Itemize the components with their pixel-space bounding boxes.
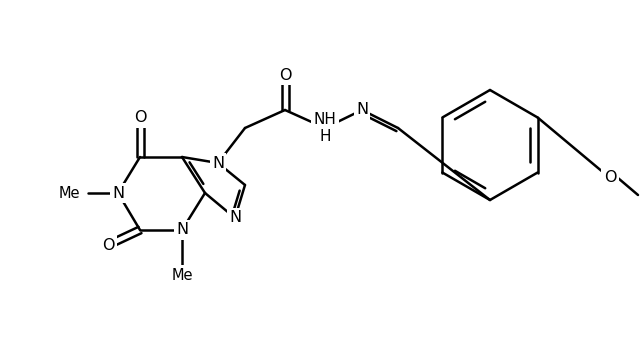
Text: O: O (102, 237, 115, 253)
Text: N: N (229, 210, 241, 226)
Text: N: N (112, 186, 124, 201)
Text: O: O (279, 67, 291, 83)
Text: N: N (356, 103, 368, 118)
Text: O: O (134, 111, 147, 126)
Text: NH
H: NH H (314, 112, 337, 144)
Text: O: O (604, 170, 616, 186)
Text: Me: Me (172, 268, 193, 282)
Text: Me: Me (58, 186, 80, 201)
Text: N: N (212, 155, 224, 170)
Text: N: N (176, 222, 188, 237)
